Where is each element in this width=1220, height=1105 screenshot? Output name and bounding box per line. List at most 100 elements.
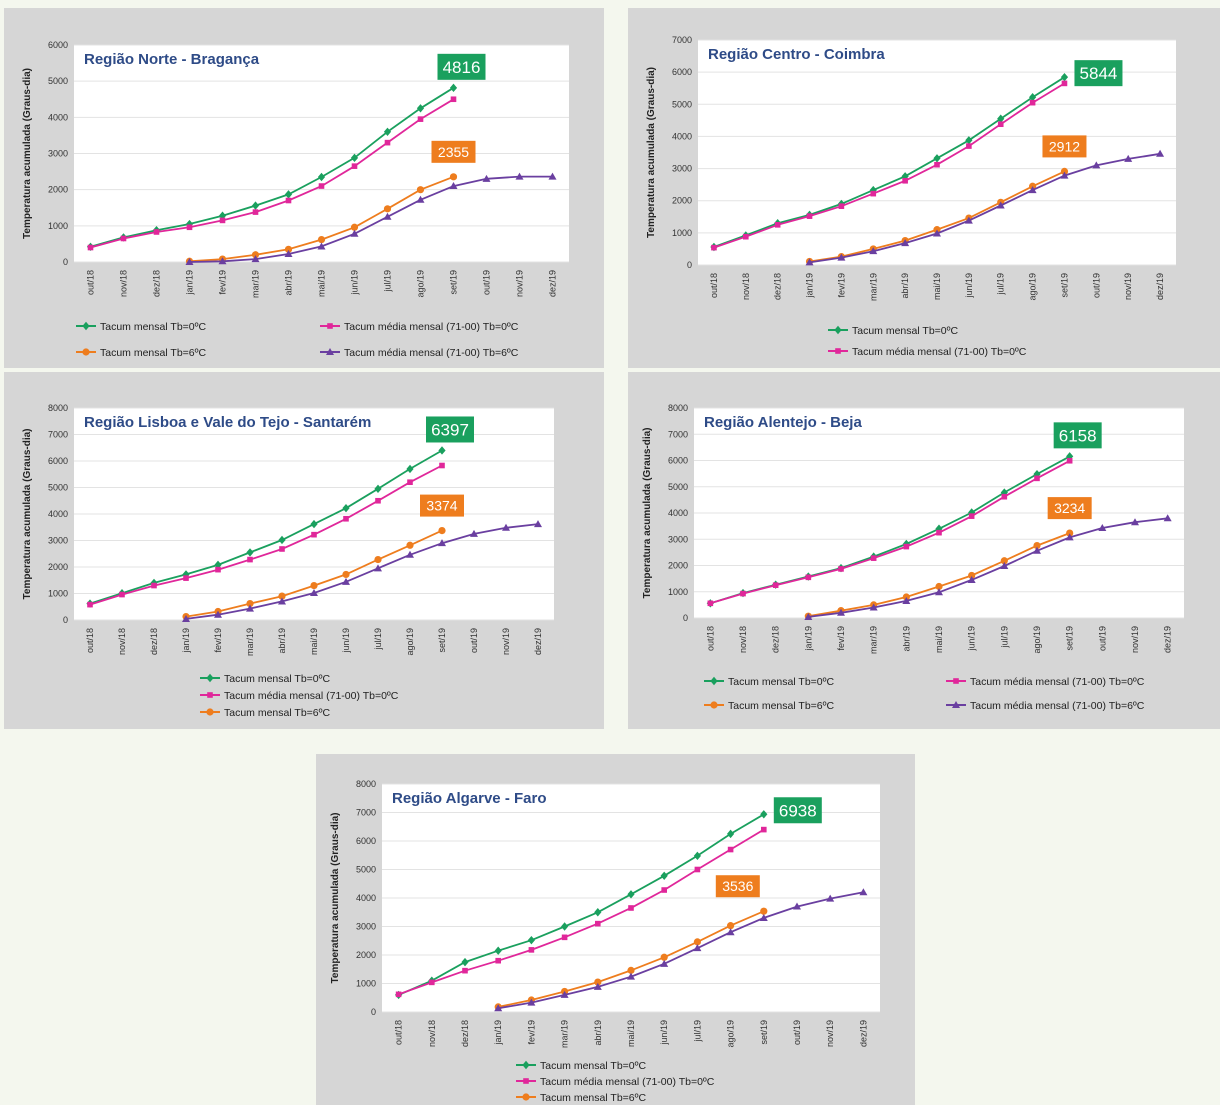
data-point [462, 968, 468, 974]
data-point [319, 183, 325, 189]
legend-symbol [200, 692, 220, 698]
data-point [429, 980, 435, 986]
legend-symbol [704, 701, 724, 708]
x-tick-label: jul/19 [996, 273, 1006, 296]
x-tick-label: dez/18 [771, 626, 781, 653]
y-tick-label: 5000 [356, 865, 376, 875]
annotation-label: 3536 [722, 878, 753, 894]
y-tick-label: 0 [371, 1007, 376, 1017]
y-axis-label: Temperatura acumulada (Graus-dia) [330, 813, 341, 984]
legend-symbol-marker [522, 1061, 529, 1069]
data-point [936, 530, 942, 536]
legend-symbol [946, 701, 966, 708]
legend-symbol-marker [206, 708, 213, 715]
data-point [384, 205, 391, 212]
x-tick-label: out/19 [482, 270, 492, 295]
data-point [1067, 458, 1073, 464]
x-tick-label: nov/19 [1130, 626, 1140, 653]
x-tick-label: abr/19 [593, 1020, 603, 1046]
x-tick-label: out/19 [792, 1020, 802, 1045]
y-tick-label: 0 [63, 257, 68, 267]
y-tick-label: 1000 [672, 228, 692, 238]
x-tick-label: mar/19 [251, 270, 261, 298]
y-tick-label: 6000 [672, 67, 692, 77]
y-tick-label: 4000 [48, 509, 68, 519]
y-tick-label: 5000 [48, 76, 68, 86]
annotation-label: 2912 [1049, 138, 1080, 154]
x-tick-label: jul/19 [383, 270, 393, 293]
data-point [352, 163, 358, 169]
x-tick-label: ago/19 [1032, 626, 1042, 654]
data-point [740, 591, 746, 597]
x-tick-label: dez/18 [773, 273, 783, 300]
data-point [743, 234, 749, 240]
data-point [966, 143, 972, 149]
legend-label: Tacum mensal Tb=0ºC [224, 673, 330, 685]
data-point [253, 209, 259, 215]
data-point [839, 203, 845, 209]
chart-title: Região Lisboa e Vale do Tejo - Santarém [84, 414, 371, 431]
x-tick-label: dez/19 [533, 628, 543, 655]
x-tick-label: nov/19 [825, 1020, 835, 1047]
legend-symbol [200, 708, 220, 715]
data-point [342, 571, 349, 578]
x-tick-label: jul/19 [999, 626, 1009, 649]
x-tick-label: ago/19 [726, 1020, 736, 1048]
x-tick-label: abr/19 [900, 273, 910, 299]
y-tick-label: 1000 [356, 979, 376, 989]
data-point [708, 601, 714, 607]
y-tick-label: 2000 [48, 562, 68, 572]
chart-title: Região Algarve - Faro [392, 790, 546, 807]
data-point [310, 582, 317, 589]
data-point [119, 592, 125, 598]
value-annotation: 2355 [432, 141, 476, 163]
legend-label: Tacum mensal Tb=6ºC [224, 707, 330, 719]
y-tick-label: 8000 [48, 403, 68, 413]
value-annotation: 6938 [774, 797, 822, 823]
x-tick-label: nov/18 [741, 273, 751, 300]
data-point [661, 887, 667, 893]
x-tick-label: out/18 [86, 270, 96, 295]
data-point [374, 556, 381, 563]
data-point [495, 958, 501, 964]
y-axis-label: Temperatura acumulada (Graus-dia) [22, 429, 33, 600]
data-point [88, 245, 94, 251]
legend-symbol-marker [206, 674, 213, 682]
y-axis-label: Temperatura acumulada (Graus-dia) [646, 67, 657, 238]
y-tick-label: 5000 [668, 482, 688, 492]
data-point [438, 527, 445, 534]
y-tick-label: 2000 [48, 185, 68, 195]
data-point [385, 140, 391, 146]
legend-symbol [320, 323, 340, 329]
x-tick-label: fev/19 [526, 1020, 536, 1045]
x-tick-label: jan/19 [181, 628, 191, 654]
legend-label: Tacum média mensal (71-00) Tb=0ºC [540, 1076, 715, 1088]
legend-symbol [828, 326, 848, 334]
x-tick-label: mar/19 [245, 628, 255, 656]
y-axis-label: Temperatura acumulada (Graus-dia) [22, 68, 33, 239]
x-tick-label: out/18 [705, 626, 715, 651]
data-point [773, 582, 779, 588]
chart-svg-norte: 0100020003000400050006000Temperatura acu… [4, 8, 604, 368]
chart-panel-algarve: 0 1000 2000 3000 4000 5000 6000 7000 8000 Tempera… [316, 754, 915, 1105]
legend-symbol-marker [835, 348, 841, 354]
legend-symbol-marker [710, 677, 717, 685]
x-tick-label: ago/19 [405, 628, 415, 656]
y-tick-label: 0 [683, 613, 688, 623]
legend-symbol [704, 677, 724, 685]
value-annotation: 3374 [420, 495, 464, 517]
x-tick-label: out/18 [709, 273, 719, 298]
y-tick-label: 6000 [356, 836, 376, 846]
legend-symbol [76, 322, 96, 330]
value-annotation: 3234 [1048, 497, 1092, 519]
data-point [318, 236, 325, 243]
x-tick-label: mai/19 [309, 628, 319, 655]
x-tick-label: abr/19 [284, 270, 294, 296]
x-tick-label: dez/19 [1163, 626, 1173, 653]
y-tick-label: 4000 [48, 112, 68, 122]
legend-symbol-marker [523, 1078, 529, 1084]
x-tick-label: out/19 [1091, 273, 1101, 298]
y-tick-label: 7000 [356, 808, 376, 818]
annotation-label: 6397 [431, 420, 469, 439]
x-tick-label: out/19 [469, 628, 479, 653]
